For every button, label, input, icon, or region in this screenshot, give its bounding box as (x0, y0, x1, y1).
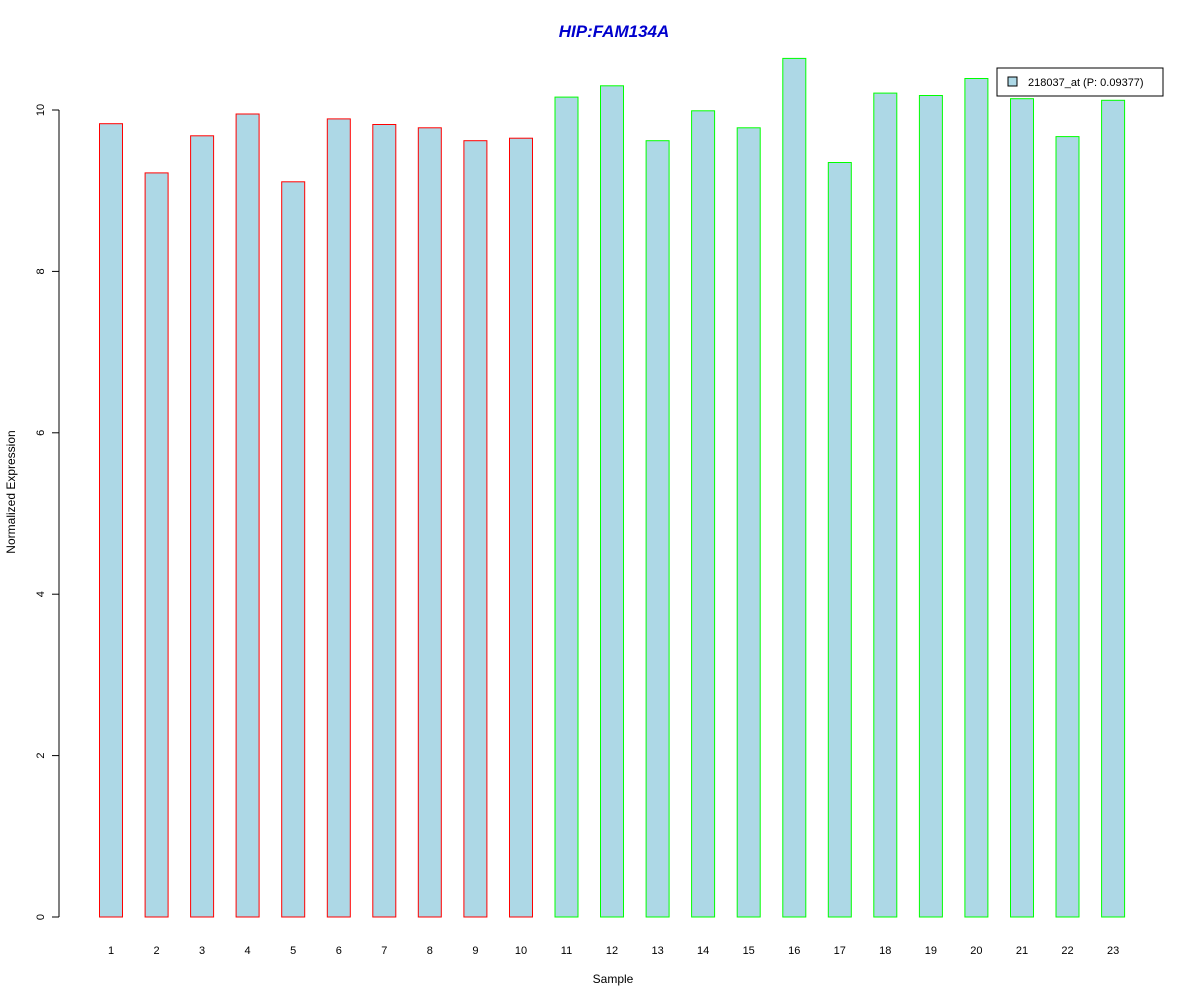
x-tick-label: 20 (970, 945, 982, 957)
y-tick-label: 6 (35, 430, 47, 436)
bar-sample-5 (281, 181, 306, 918)
bar-sample-18 (873, 92, 898, 918)
legend-box (996, 67, 1164, 97)
x-tick-label: 10 (515, 945, 527, 957)
x-tick-label: 9 (472, 945, 478, 957)
x-tick-label: 4 (245, 945, 251, 957)
x-tick-label: 16 (788, 945, 800, 957)
bar-sample-3 (190, 135, 215, 918)
x-tick-label: 7 (381, 945, 387, 957)
bar-sample-20 (964, 78, 989, 918)
y-tick-label: 10 (35, 104, 47, 116)
legend: 218037_at (P: 0.09377) (996, 67, 1164, 97)
bar-sample-7 (372, 124, 397, 918)
legend-label: 218037_at (P: 0.09377) (1028, 77, 1144, 89)
bar-sample-16 (782, 57, 807, 918)
x-tick-label: 1 (108, 945, 114, 957)
x-axis-ticks: 1 2 3 4 5 6 7 8 9 10 11 12 13 14 15 16 17 18 19 20 21 22 23 (108, 945, 1119, 957)
x-tick-label: 18 (879, 945, 891, 957)
x-tick-label: 21 (1016, 945, 1028, 957)
bar-sample-17 (827, 162, 852, 918)
x-axis-label: Sample (593, 972, 634, 986)
x-tick-label: 11 (561, 945, 572, 957)
y-tick-label: 2 (35, 753, 47, 759)
y-tick-label: 0 (35, 914, 47, 920)
y-axis-label: Normalized Expression (4, 430, 18, 553)
x-tick-label: 2 (154, 945, 160, 957)
bar-sample-15 (736, 127, 761, 918)
bar-sample-6 (326, 118, 351, 918)
bar-sample-22 (1055, 136, 1080, 918)
x-tick-label: 19 (925, 945, 937, 957)
bar-sample-14 (691, 110, 716, 918)
x-tick-label: 22 (1061, 945, 1073, 957)
bar-sample-11 (554, 96, 579, 918)
x-tick-label: 3 (199, 945, 205, 957)
y-tick-label: 8 (35, 268, 47, 274)
x-tick-label: 12 (606, 945, 618, 957)
bar-sample-9 (463, 140, 488, 918)
x-tick-label: 6 (336, 945, 342, 957)
bar-sample-12 (600, 85, 624, 918)
x-tick-label: 14 (697, 945, 709, 957)
bar-sample-1 (99, 123, 123, 918)
y-tick-label: 4 (35, 591, 47, 597)
x-tick-label: 5 (290, 945, 296, 957)
y-axis: 0 2 4 6 8 10 (35, 104, 60, 920)
x-tick-label: 23 (1107, 945, 1119, 957)
bar-sample-21 (1010, 98, 1034, 918)
legend-swatch (1007, 76, 1018, 87)
x-tick-label: 17 (834, 945, 846, 957)
bar-sample-2 (144, 172, 169, 918)
x-tick-label: 15 (743, 945, 755, 957)
bar-sample-23 (1101, 99, 1126, 918)
bar-sample-13 (645, 140, 670, 918)
bar-sample-19 (918, 95, 943, 918)
bar-sample-8 (417, 127, 442, 918)
bar-sample-10 (509, 137, 533, 918)
chart-title: HIP:FAM134A (559, 22, 670, 41)
bar-sample-4 (235, 113, 260, 918)
x-tick-label: 8 (427, 945, 433, 957)
x-tick-label: 13 (651, 945, 663, 957)
bars (99, 57, 1126, 918)
